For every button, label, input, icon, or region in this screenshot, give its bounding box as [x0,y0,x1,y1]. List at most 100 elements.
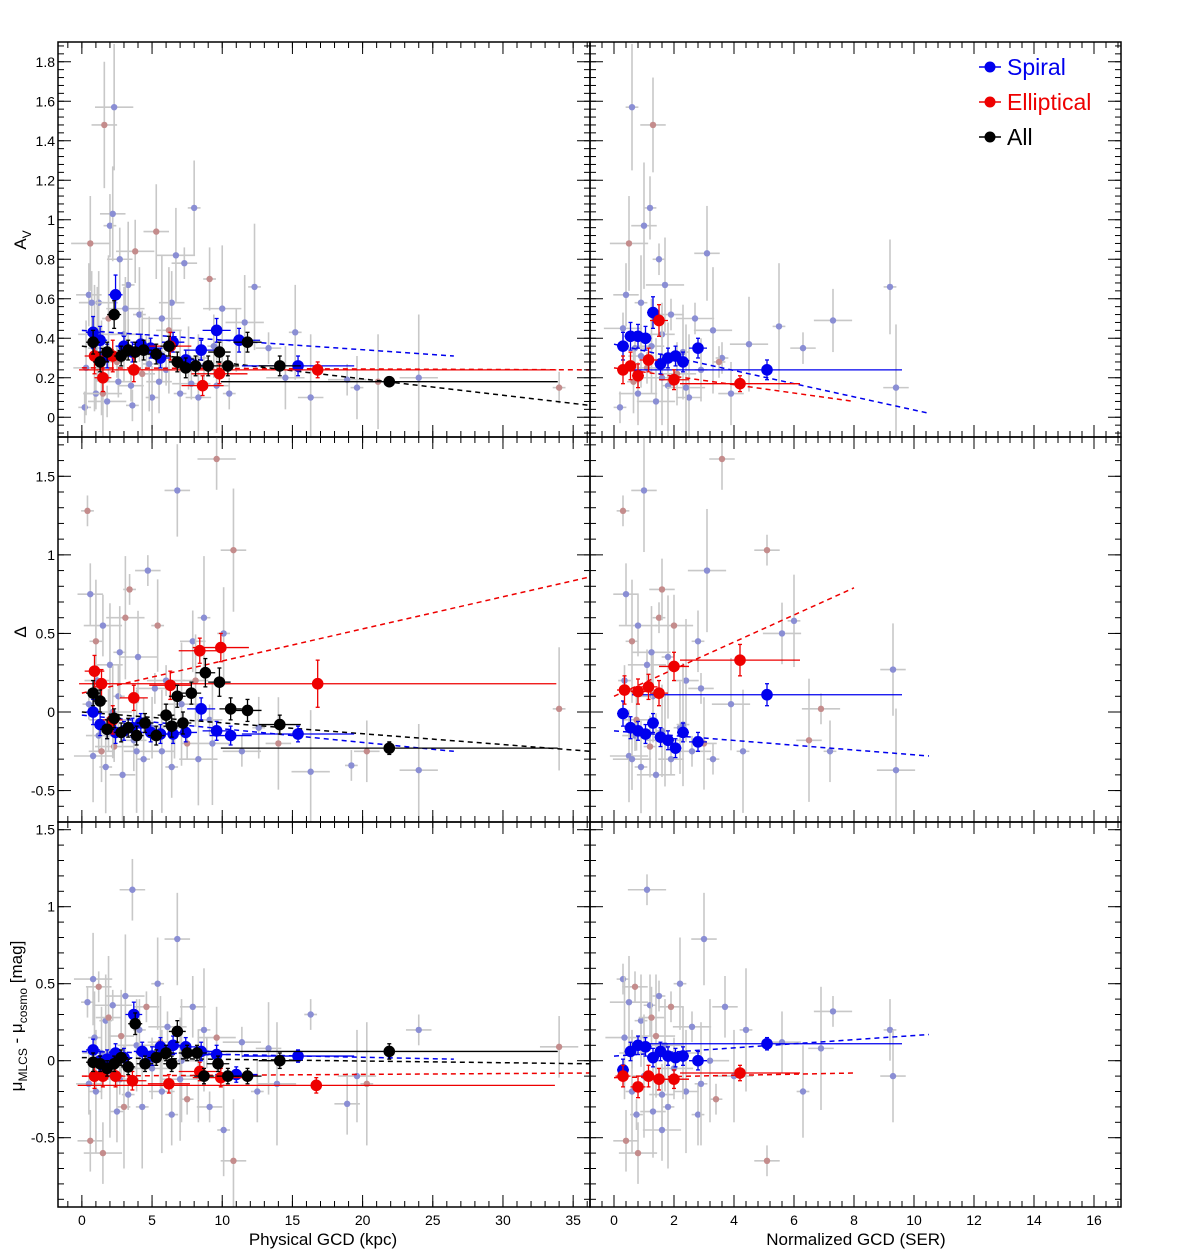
sn-point [158,315,166,322]
y-tick-label: 1.4 [36,133,56,149]
sn-point [89,975,97,983]
sn-point [715,358,723,366]
bin-point-elliptical [734,654,746,666]
y-tick-label: 0 [47,409,55,425]
x-tick-label: 25 [425,1212,441,1228]
y-tick-label: 0.5 [36,976,56,992]
sn-point [174,935,181,943]
fit-line-spiral [613,730,930,757]
x-label-physical: Physical GCD (kpc) [249,1230,397,1249]
bin-point-all [101,723,113,736]
sn-point [219,305,226,312]
sn-point [265,344,272,352]
sn-point [84,998,91,1006]
sn-point [109,210,116,218]
bin-point-all [87,687,99,699]
sn-point [664,1103,672,1111]
sn-point [99,622,107,629]
sn-point [637,352,645,360]
y-tick-label: -0.5 [31,783,55,799]
sn-point [658,586,666,593]
panel-1 [589,41,1122,438]
sn-point [148,1065,156,1072]
bin-point-spiral [292,1050,304,1062]
fit-line-elliptical [613,367,855,403]
sn-point [98,748,105,755]
bin-point-all [185,687,198,699]
sn-point [621,1034,628,1041]
x-tick-label: 6 [790,1212,798,1228]
sn-point [89,752,97,760]
sn-point [200,1026,208,1034]
sn-point [209,740,216,747]
bin-point-spiral [677,726,689,739]
sn-point [661,281,669,289]
sn-point [633,716,640,724]
bin-point-all [163,340,175,352]
sn-point [763,546,771,554]
fit-line-elliptical [81,576,590,694]
sn-point [164,1023,171,1031]
fit-line-spiral [81,1050,454,1060]
sn-point [143,1003,150,1010]
bin-point-spiral [127,1008,140,1021]
sn-point [655,614,663,621]
sn-point [103,398,111,405]
panel-4: -0.5 0 0.5 1 1.5 0 5 10 15 20 25 30 35 [31,821,591,1228]
sn-point [155,378,163,385]
sn-point [117,1032,125,1040]
bin-point-spiral [195,344,207,356]
bin-point-all [222,1070,234,1082]
sn-point [742,1026,750,1034]
bin-point-all [101,346,113,358]
bin-point-elliptical [642,354,655,366]
bin-point-elliptical [213,368,226,380]
sn-point [703,567,711,574]
sn-point [634,622,642,629]
bin-point-all [198,1070,210,1082]
sn-point [154,622,161,629]
fit-line-elliptical [81,1072,590,1077]
panel-5: 0 2 4 6 8 10 12 14 16 [589,821,1122,1228]
sn-point [829,317,837,324]
sn-point [628,755,636,763]
sn-point [105,1014,112,1021]
sn-point [172,252,180,259]
y-tick-label: 1 [47,899,55,915]
sn-point [697,1080,705,1088]
bin-point-spiral [692,1054,704,1067]
legend-entry-all: All [979,124,1033,150]
x-tick-label: 14 [1026,1212,1042,1228]
sn-point [739,748,747,755]
bin-point-spiral [761,1037,773,1050]
sn-point [220,1126,227,1134]
bin-point-elliptical [164,679,177,692]
sn-point [200,614,208,621]
sn-point [126,586,133,593]
bin-point-spiral [210,725,223,737]
sn-point [670,622,678,629]
sn-point [106,661,114,669]
bin-point-elliptical [127,692,140,704]
sn-point [176,390,184,397]
sn-point [727,700,735,708]
sn-point [133,748,140,755]
legend: Spiral Elliptical All [979,54,1091,150]
sn-point [275,740,282,747]
legend-label-spiral: Spiral [1007,54,1066,80]
y-tick-label: 1 [47,212,55,228]
sn-point [555,1043,563,1051]
sn-point [625,240,633,247]
bin-point-spiral [761,688,773,701]
x-tick-label: 35 [565,1212,581,1228]
sn-point [415,766,422,774]
sn-point [643,661,651,669]
sn-point [307,1011,314,1018]
bin-point-all [179,362,192,374]
bin-point-spiral [677,356,689,368]
bin-point-all [94,356,106,368]
panel-frame [589,436,1122,823]
sn-point [190,204,198,212]
sn-point [703,250,711,257]
bin-point-elliptical [97,371,109,384]
